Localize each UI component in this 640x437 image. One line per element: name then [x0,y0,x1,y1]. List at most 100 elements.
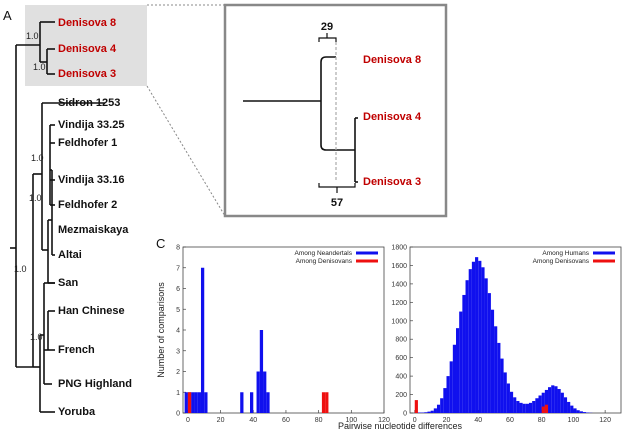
y-axis-label: Number of comparisons [156,282,166,378]
support-value: 1.0 [14,264,27,274]
bar [544,389,549,413]
taxon-label: Sidron 1253 [58,97,120,109]
taxon-label: French [58,344,95,356]
taxon-label: Denisova 3 [58,68,116,80]
bar [490,309,495,413]
bar [433,408,437,413]
taxon-label: Denisova 8 [58,17,116,29]
bar [560,392,564,413]
taxon-label: Vindija 33.16 [58,174,124,186]
support-value: 1.0 [26,31,39,41]
x-tick-label: 20 [443,417,451,424]
taxon-label: Vindija 33.25 [58,119,124,131]
bar [256,371,260,413]
bar [513,397,517,413]
bar [440,398,444,413]
bar [462,294,466,413]
bar [500,358,504,413]
zoom-connector [146,4,226,217]
bar [519,402,523,413]
bar [522,403,526,413]
bar [456,328,460,413]
y-tick-label: 1200 [391,300,407,307]
bar [465,280,469,413]
bar [570,405,574,413]
x-tick-label: 40 [249,417,257,424]
bar [567,401,571,413]
x-tick-label: 0 [186,417,190,424]
x-tick-label: 80 [538,417,546,424]
y-tick-label: 4 [176,328,180,335]
plot-frame [409,246,622,414]
bar [554,386,558,413]
y-tick-label: 3 [176,348,180,355]
legend-label: Among Neandertals [295,250,353,257]
bar [321,392,326,413]
y-tick-label: 1600 [391,263,407,270]
bar [194,392,198,413]
bar [494,326,498,413]
y-tick-label: 600 [395,355,407,362]
panel-c-label: C [156,236,165,251]
x-tick-label: 20 [217,417,225,424]
x-tick-label: 0 [413,417,417,424]
bar [516,401,520,413]
x-tick-label: 120 [378,417,390,424]
x-tick-label: 100 [345,417,357,424]
y-tick-label: 800 [395,337,407,344]
bar [484,278,488,413]
bar [471,261,476,413]
y-tick-label: 1400 [391,281,407,288]
bar [582,412,587,413]
bar [197,392,201,413]
y-tick-label: 8 [176,245,180,252]
bar [200,267,205,413]
x-tick-label: 40 [474,417,482,424]
x-tick-label: 60 [506,417,514,424]
x-tick-label: 120 [599,417,611,424]
y-tick-label: 0 [176,411,180,418]
taxon-label: San [58,277,78,289]
bar [576,410,580,413]
bar [191,392,195,413]
bar [548,387,552,413]
panel-a-label: A [3,8,12,23]
bar [541,392,545,413]
histogram-humans-chart: 0 200 400 600 800 1000 1200 1400 1600 1800 0 20 40 60… [391,245,622,424]
distance-label-57: 57 [331,197,343,209]
support-value: 1.0 [29,193,42,203]
bar [551,385,555,413]
y-tick-label: 5 [176,307,180,314]
bar [424,412,428,413]
bar [449,361,453,413]
bar [204,392,208,413]
x-tick-label: 100 [568,417,580,424]
bar [468,269,472,413]
taxon-label: Feldhofer 1 [58,137,117,149]
x-tick-label: 60 [282,417,290,424]
support-value: 1.0 [31,153,44,163]
y-tick-label: 6 [176,286,180,293]
inset-taxon-label: Denisova 4 [363,111,422,123]
support-value: 1.0 [30,332,43,342]
bar [497,342,501,413]
bar [525,403,529,413]
y-tick-label: 200 [395,392,407,399]
bar [459,311,463,413]
x-tick-label: 80 [315,417,323,424]
bar [187,392,192,413]
bar [427,411,431,413]
taxon-label: PNG Highland [58,378,132,390]
bar [579,411,583,413]
taxon-label: Feldhofer 2 [58,199,117,211]
bar [250,392,254,413]
bar [573,408,577,413]
legend-label: Among Denisovans [296,258,353,265]
taxon-label: Altai [58,249,82,261]
phylogenetic-tree [10,21,105,413]
y-tick-label: 2 [176,369,180,376]
bar [509,391,514,413]
bar [446,376,450,413]
bar [478,260,482,413]
y-tick-label: 400 [395,374,407,381]
